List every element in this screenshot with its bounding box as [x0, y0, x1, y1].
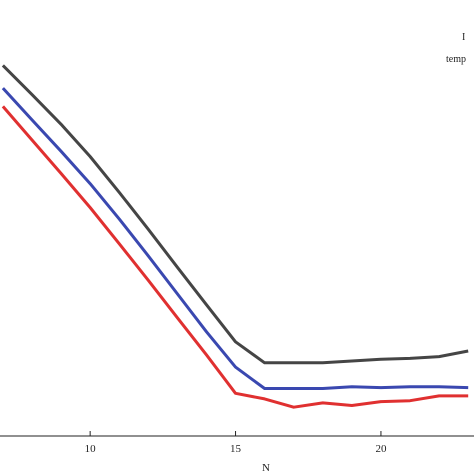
series-layer: [1, 64, 469, 409]
x-axis-label: N: [262, 462, 270, 474]
series-line-1: [1, 64, 469, 365]
x-tick-label-15: 15: [230, 443, 242, 455]
legend-entry-2: temp: [446, 54, 466, 65]
legend: I temp: [446, 32, 466, 65]
series-line-3: [1, 105, 469, 409]
x-ticks: 10 15 20: [85, 431, 387, 455]
x-tick-label-20: 20: [375, 443, 387, 455]
x-tick-label-10: 10: [85, 443, 97, 455]
legend-entry-1: I: [462, 32, 465, 43]
series-line-2: [1, 87, 469, 390]
